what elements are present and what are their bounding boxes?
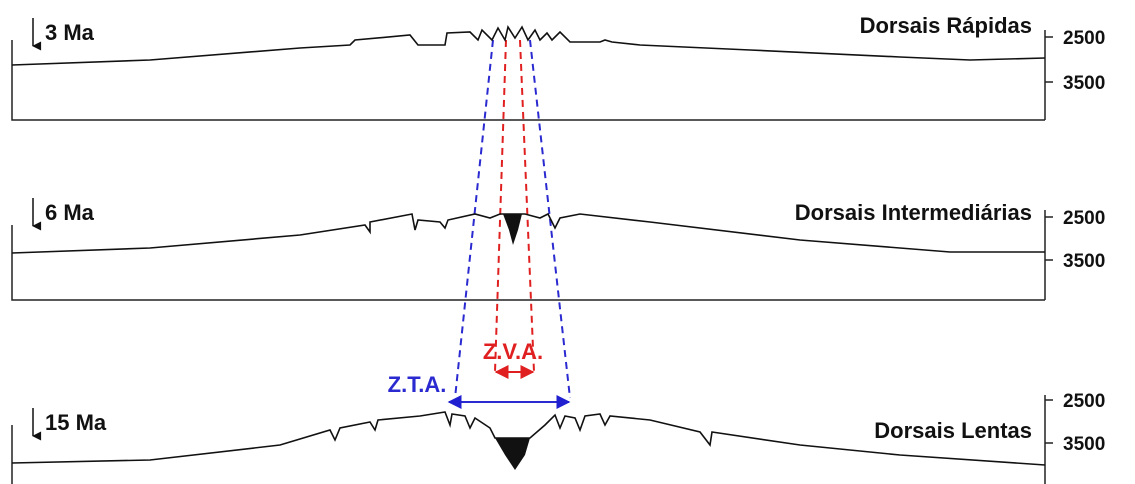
axial-valley <box>503 214 522 245</box>
depth-tick: 3500 <box>1063 434 1105 455</box>
zva-line <box>520 40 534 372</box>
panel-title: Dorsais Lentas <box>874 418 1032 443</box>
age-label: 3 Ma <box>45 20 95 45</box>
depth-tick: 3500 <box>1063 73 1105 94</box>
depth-tick: 2500 <box>1063 208 1105 229</box>
panel: 6 Ma Dorsais Intermediárias 2500 3500 <box>12 198 1105 300</box>
panel-title: Dorsais Intermediárias <box>795 200 1032 225</box>
depth-tick: 2500 <box>1063 391 1105 412</box>
zva-line <box>495 40 506 372</box>
zva-label: Z.V.A. <box>483 339 543 364</box>
panel-title: Dorsais Rápidas <box>860 13 1032 38</box>
age-label: 15 Ma <box>45 410 107 435</box>
panel: 15 Ma Dorsais Lentas 2500 3500 <box>12 391 1105 484</box>
ridge-diagram: 3 Ma Dorsais Rápidas 2500 3500 6 Ma Dors… <box>0 0 1135 484</box>
depth-tick: 2500 <box>1063 28 1105 49</box>
axial-valley <box>495 438 530 470</box>
panel: 3 Ma Dorsais Rápidas 2500 3500 <box>12 13 1105 120</box>
age-label: 6 Ma <box>45 200 95 225</box>
depth-tick: 3500 <box>1063 251 1105 272</box>
axes <box>12 30 1053 120</box>
zta-label: Z.T.A. <box>388 372 447 397</box>
